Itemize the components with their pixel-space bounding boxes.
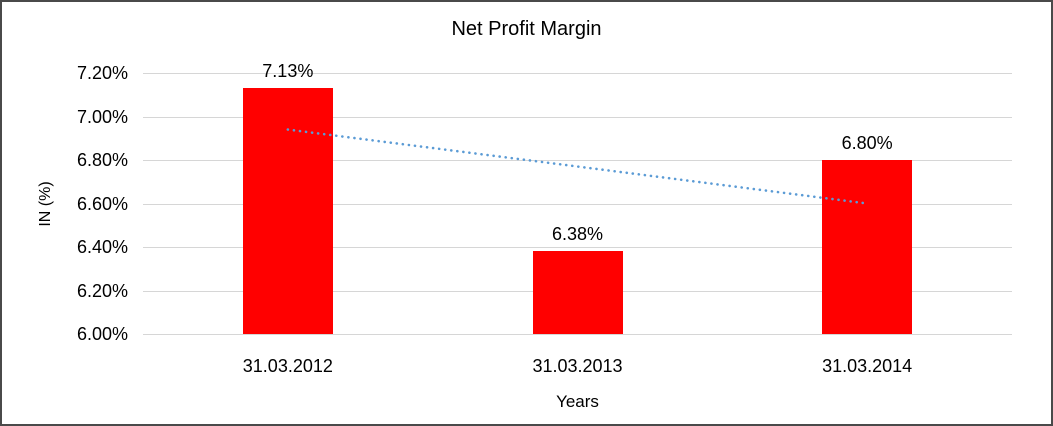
y-axis-tick-label: 6.00% bbox=[76, 324, 128, 344]
bar-31.03.2013 bbox=[532, 251, 623, 334]
x-axis-tick-label: 31.03.2013 bbox=[532, 356, 623, 376]
bar-value-label: 6.80% bbox=[841, 133, 893, 153]
x-axis-tick-label: 31.03.2012 bbox=[242, 356, 333, 376]
y-axis-tick-label: 6.20% bbox=[76, 281, 128, 301]
x-axis-tick-label: 31.03.2014 bbox=[822, 356, 913, 376]
y-axis-tick-label: 6.40% bbox=[76, 237, 128, 257]
bar-value-label: 6.38% bbox=[551, 224, 604, 245]
x-axis-title: Years bbox=[556, 392, 599, 411]
bar-31.03.2014 bbox=[822, 160, 913, 334]
y-axis-tick-label: 7.00% bbox=[76, 107, 128, 127]
bar-value-label: 7.13% bbox=[262, 61, 314, 82]
gridline bbox=[143, 117, 1012, 118]
y-axis-tick-label: 7.20% bbox=[76, 63, 128, 83]
gridline bbox=[143, 334, 1012, 335]
y-axis-tick-label: 6.80% bbox=[76, 150, 128, 170]
gridline bbox=[143, 73, 1012, 74]
gridline bbox=[143, 247, 1012, 248]
chart-title: Net Profit Margin bbox=[451, 18, 602, 40]
bar-31.03.2012 bbox=[242, 88, 333, 334]
linear-trendline bbox=[286, 128, 869, 205]
y-axis-tick-label: 6.60% bbox=[76, 194, 128, 214]
